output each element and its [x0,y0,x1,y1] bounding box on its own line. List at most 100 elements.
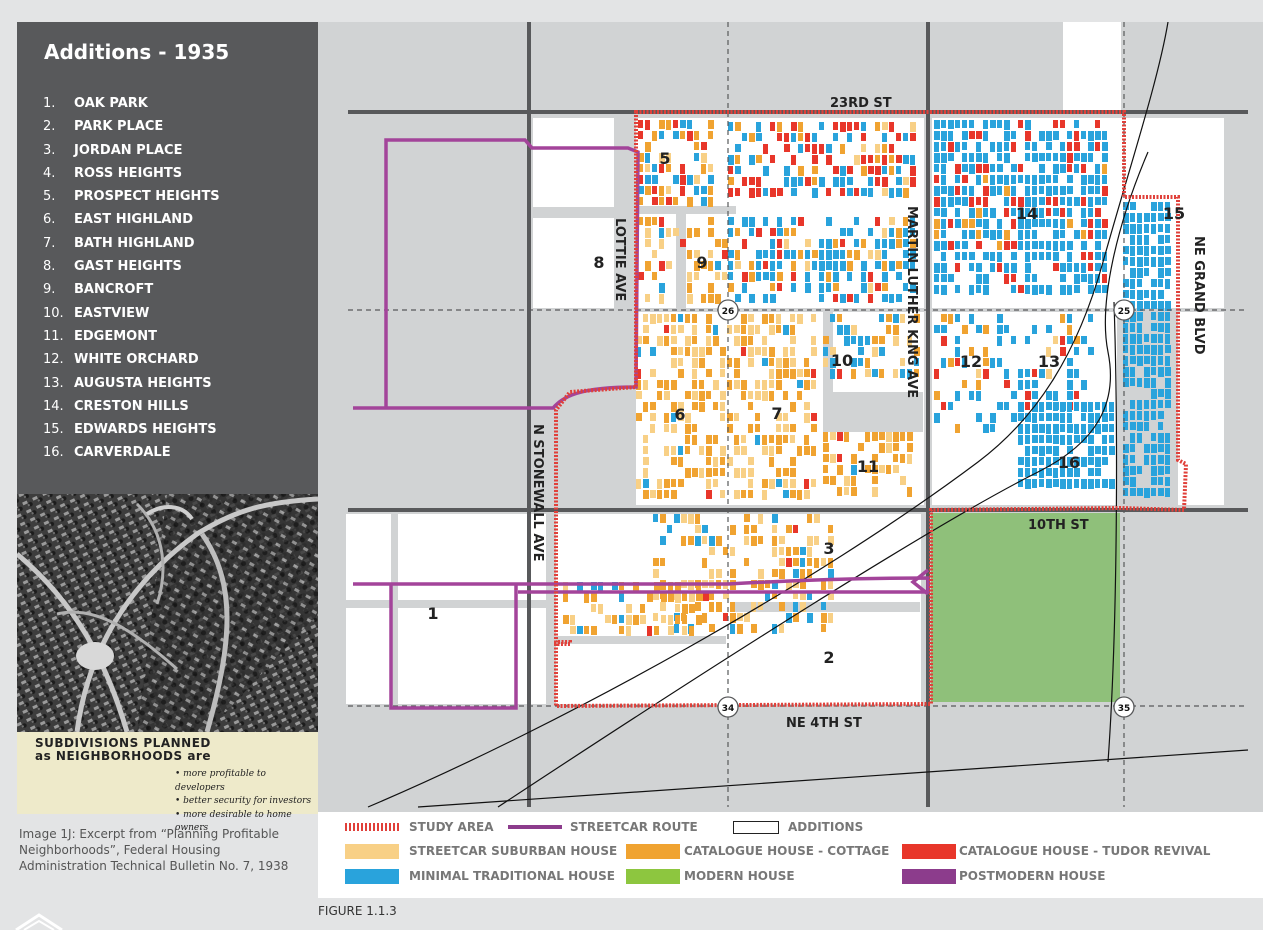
building-footprint [650,413,656,421]
building-footprint [948,402,953,410]
building-footprint [742,283,747,293]
building-footprint [1081,153,1087,162]
building-footprint [645,153,650,163]
building-footprint [1102,219,1108,228]
building-footprint [706,468,712,477]
building-footprint [934,164,939,172]
building-footprint [914,358,919,366]
building-footprint [1039,186,1044,194]
building-footprint [772,624,777,634]
building-footprint [1032,241,1038,249]
building-footprint [1074,153,1080,161]
building-footprint [1102,285,1108,293]
building-footprint [969,208,975,218]
building-footprint [666,164,671,172]
building-footprint [682,615,687,624]
building-footprint [694,175,700,184]
street-labels: 23RD ST 10TH ST NE 4TH ST LOTTIE AVE N S… [530,96,1206,731]
building-footprint [692,336,697,344]
building-footprint [708,164,713,172]
street-ne4th: NE 4TH ST [786,716,862,731]
building-footprint [1039,402,1044,412]
building-footprint [680,239,686,247]
list-item: 15. EDWARDS HEIGHTS [43,422,217,438]
building-footprint [708,131,713,139]
building-footprint [645,142,651,152]
building-footprint [673,131,679,139]
building-footprint [678,413,684,421]
legend-cottage: CATALOGUE HOUSE - COTTAGE [684,844,890,858]
building-footprint [805,133,810,142]
building-footprint [976,131,982,139]
building-footprint [976,164,982,173]
building-footprint [830,476,836,485]
building-footprint [748,314,754,322]
building-footprint [685,424,691,434]
building-footprint [1074,369,1079,378]
building-footprint [983,164,989,173]
building-footprint [744,558,749,566]
building-footprint [1151,345,1157,355]
building-footprint [687,197,693,207]
building-footprint [882,272,888,282]
building-footprint [1053,391,1058,401]
building-footprint [896,239,902,248]
building-footprint [1067,142,1072,151]
building-footprint [777,261,782,269]
building-footprint [889,239,895,249]
building-footprint [706,490,712,499]
building-footprint [837,465,843,475]
building-footprint [934,230,939,239]
building-footprint [1130,257,1135,266]
building-footprint [687,283,692,293]
building-footprint [1130,312,1136,322]
building-footprint [1151,224,1156,234]
building-footprint [756,155,762,163]
building-footprint [1067,241,1073,250]
street-stonewall: N STONEWALL AVE [530,424,545,561]
building-footprint [941,175,946,185]
building-footprint [910,283,916,293]
building-footprint [756,188,761,197]
building-footprint [882,250,887,259]
building-footprint [907,443,913,452]
building-footprint [1158,466,1164,475]
building-footprint [723,591,729,599]
building-footprint [762,490,767,500]
building-footprint [1130,477,1136,487]
building-footprint [1088,131,1094,141]
building-footprint [990,208,996,218]
building-footprint [826,239,832,249]
building-footprint [633,615,639,625]
building-footprint [671,380,677,390]
building-footprint [830,369,835,379]
building-footprint [784,239,789,249]
building-footprint [948,358,954,367]
building-footprint [713,380,719,390]
building-footprint [797,369,803,377]
building-footprint [983,153,988,163]
building-footprint [1144,213,1150,222]
building-footprint [1011,285,1016,293]
building-footprint [776,369,782,379]
building-footprint [955,175,960,183]
building-footprint [1060,336,1065,345]
building-footprint [798,250,803,259]
building-footprint [1011,391,1017,399]
building-footprint [681,514,687,523]
building-footprint [1123,224,1129,234]
building-footprint [1088,153,1093,162]
addition-label-13: 13 [1038,352,1060,371]
building-footprint [1088,230,1093,239]
building-footprint [875,177,880,186]
building-footprint [640,604,645,613]
building-footprint [664,325,669,333]
railroad [367,22,1249,808]
building-footprint [645,294,650,302]
building-footprint [868,272,873,282]
building-footprint [840,239,845,247]
building-footprint [1039,424,1045,432]
building-footprint [1158,301,1164,311]
building-footprint [900,314,905,323]
building-footprint [1095,285,1101,293]
